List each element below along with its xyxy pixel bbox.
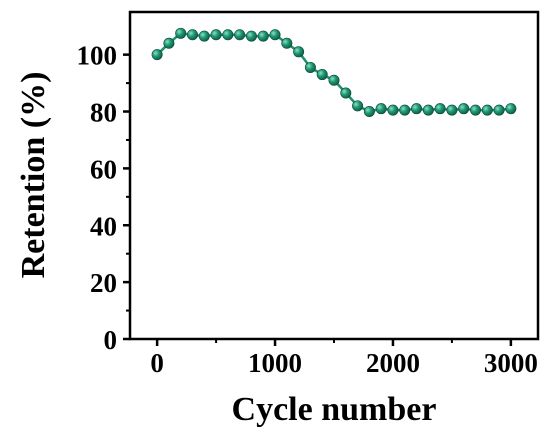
data-point <box>481 104 493 116</box>
x-axis-title: Cycle number <box>232 391 437 428</box>
y-axis-title: Retention (%) <box>15 72 52 279</box>
data-point <box>304 61 316 73</box>
data-point <box>411 103 423 115</box>
data-point <box>328 74 340 86</box>
series-layer <box>151 27 517 118</box>
data-point <box>175 27 187 39</box>
data-point <box>151 49 163 61</box>
data-point <box>210 29 222 41</box>
data-point <box>316 69 328 81</box>
x-tick-label: 2000 <box>366 348 420 378</box>
data-point <box>352 100 364 112</box>
series-line <box>156 31 512 113</box>
data-point <box>257 30 269 42</box>
y-tick-label: 80 <box>90 98 117 128</box>
data-point <box>281 37 293 49</box>
data-point <box>434 103 446 115</box>
y-tick-label: 60 <box>90 154 117 184</box>
x-tick-label: 0 <box>150 348 164 378</box>
y-tick-label: 40 <box>90 211 117 241</box>
data-point <box>245 30 257 42</box>
data-point <box>493 104 505 116</box>
y-tick-label: 20 <box>90 268 117 298</box>
data-point <box>458 103 470 115</box>
y-tick-label: 100 <box>77 41 118 71</box>
x-axis: 0 1000 2000 3000 <box>150 339 538 378</box>
x-tick-label: 3000 <box>484 348 538 378</box>
data-point <box>222 29 234 41</box>
y-axis: 0 20 40 60 80 100 <box>77 41 130 355</box>
data-point <box>505 103 517 115</box>
y-tick-label: 0 <box>104 325 118 355</box>
data-point <box>340 87 352 99</box>
plot-frame <box>128 10 540 341</box>
data-point <box>269 29 281 41</box>
data-point <box>375 103 387 115</box>
data-point <box>363 106 375 118</box>
data-point <box>446 104 458 116</box>
data-point <box>293 46 305 58</box>
data-point <box>422 104 434 116</box>
x-tick-label: 1000 <box>248 348 302 378</box>
data-point <box>234 29 246 41</box>
data-point <box>387 104 399 116</box>
data-point <box>186 29 198 41</box>
data-point <box>163 37 175 49</box>
data-point <box>399 104 411 116</box>
data-point <box>198 30 210 42</box>
data-point <box>470 104 482 116</box>
